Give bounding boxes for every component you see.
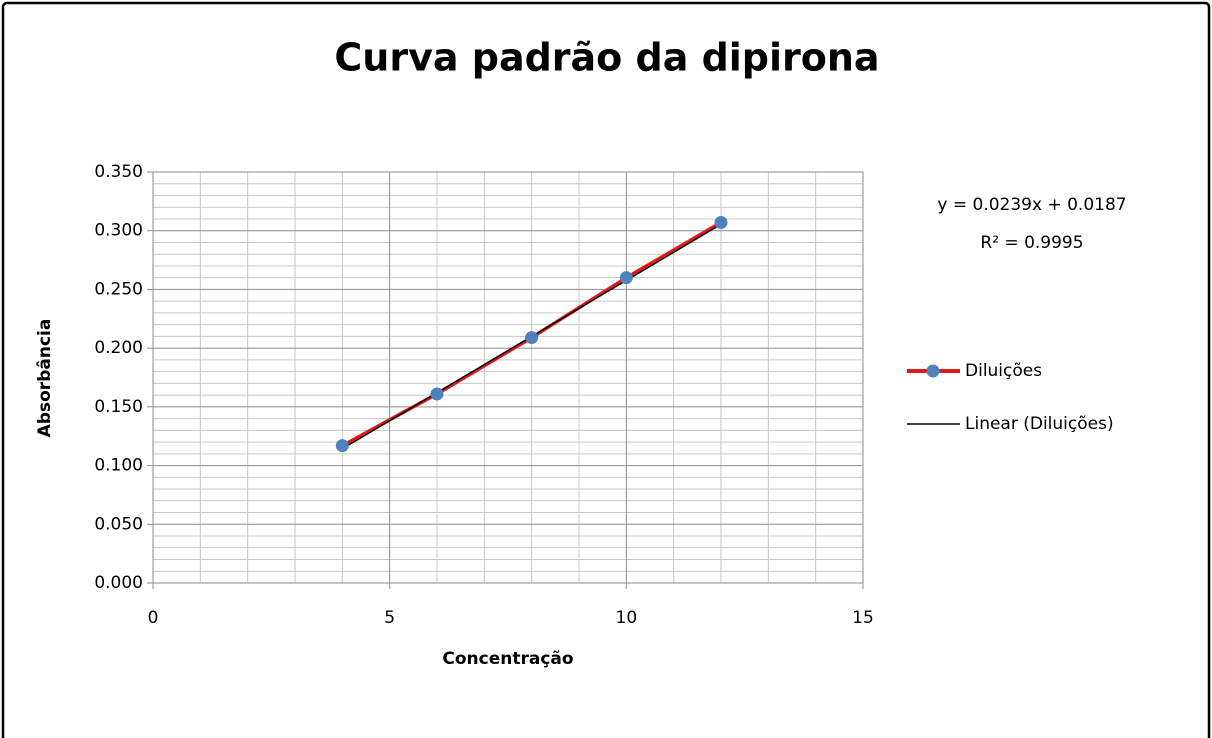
legend-label: Linear (Diluições) (965, 414, 1114, 434)
x-tick-label: 0 (148, 608, 159, 628)
y-axis-title: Absorbância (35, 319, 55, 438)
y-tick-label: 0.350 (94, 162, 143, 182)
y-tick-label: 0.200 (94, 338, 143, 358)
data-point (525, 331, 539, 345)
data-point (619, 271, 633, 285)
legend-label: Diluições (965, 361, 1042, 381)
y-tick-label: 0.050 (94, 514, 143, 534)
y-tick-label: 0.300 (94, 221, 143, 241)
x-tick-label: 15 (852, 608, 874, 628)
chart-title: Curva padrão da dipirona (334, 36, 879, 80)
data-point (335, 439, 349, 453)
data-point (714, 215, 728, 229)
data-point (430, 387, 444, 401)
y-tick-label: 0.250 (94, 279, 143, 299)
trend-r-squared: R² = 0.9995 (980, 233, 1083, 253)
y-tick-label: 0.000 (94, 573, 143, 593)
plot-border (152, 171, 864, 584)
y-tick-label: 0.150 (94, 397, 143, 417)
x-tick-label: 10 (616, 608, 638, 628)
trend-equation: y = 0.0239x + 0.0187 (937, 195, 1126, 215)
x-axis-title: Concentração (442, 649, 573, 669)
legend-marker (926, 364, 940, 378)
x-tick-label: 5 (384, 608, 395, 628)
y-tick-label: 0.100 (94, 456, 143, 476)
